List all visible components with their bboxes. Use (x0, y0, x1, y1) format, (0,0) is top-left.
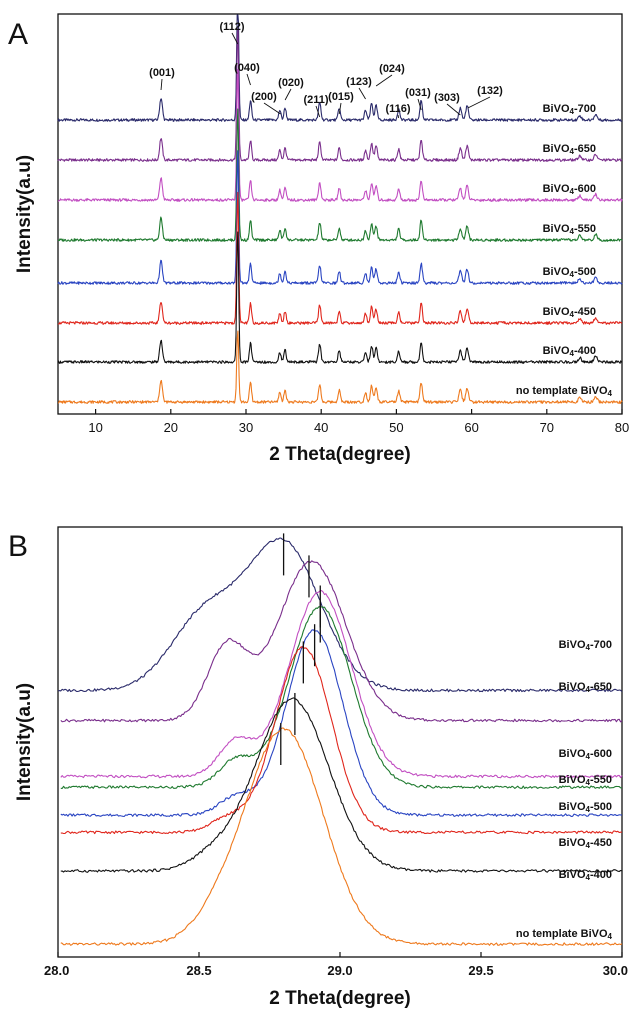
panel-a-reflection-020: (020) (278, 77, 304, 89)
panel-a-x-tick-label: 30 (239, 420, 253, 435)
panel-b-x-tick-label: 30.0 (603, 963, 628, 978)
panel-a-traces (57, 14, 623, 404)
panel-b-y-axis-title: Intensity(a.u) (14, 683, 35, 801)
panel-a-x-ticks: 10 20 30 40 50 60 70 80 (88, 409, 629, 435)
panel-a-reflection-leader (397, 114, 400, 119)
panel-a-reflection-031: (031) (405, 87, 431, 99)
panel-a-reflection-200: (200) (251, 91, 277, 103)
panel-a-x-tick-label: 70 (540, 420, 554, 435)
panel-a-reflection-leader (315, 105, 321, 118)
panel-b-trace-bivo4-400 (60, 697, 623, 873)
panel-a-reflection-leader (338, 102, 342, 115)
panel-b-label-no-template-bivo4: no template BiVO4 (516, 928, 613, 941)
panel-b-trace-bivo4-500 (60, 629, 623, 817)
panel-a-trace-bivo4-500 (57, 150, 623, 285)
panel-a-reflection-116: (116) (385, 103, 410, 115)
panel-a-reflection-123: (123) (346, 76, 372, 88)
panel-b-label-bivo4-650: BiVO4-650 (559, 681, 612, 694)
panel-a-label-bivo4-650: BiVO4-650 (543, 143, 596, 156)
panel-b-trace-bivo4-450 (60, 646, 623, 835)
panel-a-reflection-leader (467, 96, 491, 109)
panel-b-trace-bivo4-650 (60, 560, 623, 723)
panel-b-label-bivo4-700: BiVO4-700 (559, 639, 612, 652)
panel-a-trace-bivo4-400 (57, 231, 623, 364)
panel-b-x-ticks: 28.0 28.5 29.0 29.5 30.0 (44, 952, 628, 978)
panel-a-reflection-132: (132) (477, 85, 503, 97)
panel-a-label-bivo4-550: BiVO4-550 (543, 223, 596, 236)
panel-b-x-tick-label: 28.0 (44, 963, 69, 978)
panel-b-peak-markers (280, 533, 321, 766)
panel-b-x-tick-label: 29.0 (327, 963, 352, 978)
panel-a-trace-bivo4-550 (57, 108, 623, 242)
panel-b-label-bivo4-450: BiVO4-450 (559, 837, 612, 850)
panel-a-x-tick-label: 60 (464, 420, 478, 435)
panel-a-trace-bivo4-600 (57, 69, 623, 202)
panel-a-reflection-labels: (001) (112) (040) (200)(020) (211) (015) (123)… (149, 21, 503, 119)
panel-b-series-labels: BiVO4-700 BiVO4-650 BiVO4-600 BiVO4-550 BiVO… (516, 639, 613, 941)
panel-a-reflection-024: (024) (379, 63, 405, 75)
panel-b-x-tick-label: 29.5 (468, 963, 493, 978)
panel-b-x-axis-title: 2 Theta(degree) (269, 988, 410, 1009)
panel-b-trace-no-template-bivo4 (60, 727, 623, 946)
panel-b-label-bivo4-550: BiVO4-550 (559, 774, 612, 787)
panel-a: A BiVO4-700BiVO4-650BiVO4-600BiVO4-550Bi… (8, 13, 629, 465)
panel-a-x-tick-label: 20 (164, 420, 178, 435)
panel-a-reflection-leader (231, 32, 239, 45)
panel-a-x-tick-label: 80 (615, 420, 629, 435)
panel-a-letter: A (8, 18, 28, 51)
panel-a-trace-bivo4-450 (57, 191, 623, 325)
panel-a-series-labels: BiVO4-700 BiVO4-650 BiVO4-600 BiVO4-550 BiVO… (516, 103, 613, 398)
panel-a-x-tick-label: 40 (314, 420, 328, 435)
panel-a-x-axis-title: 2 Theta(degree) (269, 444, 410, 465)
panel-b-x-tick-label: 28.5 (186, 963, 211, 978)
panel-b-trace-bivo4-700 (57, 537, 623, 693)
panel-a-reflection-040: (040) (234, 62, 260, 74)
panel-a-reflection-leader (263, 102, 281, 115)
panel-a-label-bivo4-400: BiVO4-400 (543, 345, 596, 358)
panel-a-trace-bivo4-700 (57, 14, 623, 122)
panel-a-reflection-211: (211) (303, 94, 328, 106)
panel-a-reflection-leader (417, 98, 422, 111)
panel-a-reflection-leader (246, 73, 251, 86)
panel-b-letter: B (8, 530, 28, 563)
panel-a-label-bivo4-600: BiVO4-600 (543, 183, 596, 196)
panel-a-reflection-leader (160, 78, 163, 91)
panel-a-y-axis-title: Intensity(a.u) (14, 155, 35, 273)
panel-a-trace-no-template-bivo4 (58, 330, 623, 404)
panel-a-reflection-leader (284, 88, 292, 101)
panel-a-plot-frame (57, 13, 623, 415)
panel-b-trace-bivo4-550 (60, 606, 623, 789)
panel-b-label-bivo4-600: BiVO4-600 (559, 748, 612, 761)
panel-a-reflection-leader (446, 103, 461, 116)
panel-a-trace-bivo4-650 (57, 28, 623, 162)
panel-a-reflection-112: (112) (219, 21, 244, 33)
panel-b-traces (57, 537, 623, 946)
panel-a-label-no-template-bivo4: no template BiVO4 (516, 385, 613, 398)
panel-b-trace-bivo4-600 (60, 590, 623, 779)
panel-b-label-bivo4-400: BiVO4-400 (559, 869, 612, 882)
panel-a-reflection-015: (015) (328, 91, 354, 103)
panel-a-label-bivo4-500: BiVO4-500 (543, 266, 596, 279)
panel-a-reflection-leader (358, 87, 366, 100)
panel-a-x-tick-label: 50 (389, 420, 403, 435)
panel-a-reflection-303: (303) (434, 92, 460, 104)
panel-a-reflection-001: (001) (149, 67, 175, 79)
panel-b: B BiVO4-700BiVO4-650BiVO4-600BiVO4-550Bi… (8, 526, 628, 1009)
panel-a-x-tick-label: 10 (88, 420, 102, 435)
panel-b-plot-frame (57, 526, 623, 958)
panel-a-label-bivo4-450: BiVO4-450 (543, 306, 596, 319)
panel-a-reflection-leader (375, 74, 393, 87)
panel-b-label-bivo4-500: BiVO4-500 (559, 801, 612, 814)
panel-a-label-bivo4-700: BiVO4-700 (543, 103, 596, 116)
